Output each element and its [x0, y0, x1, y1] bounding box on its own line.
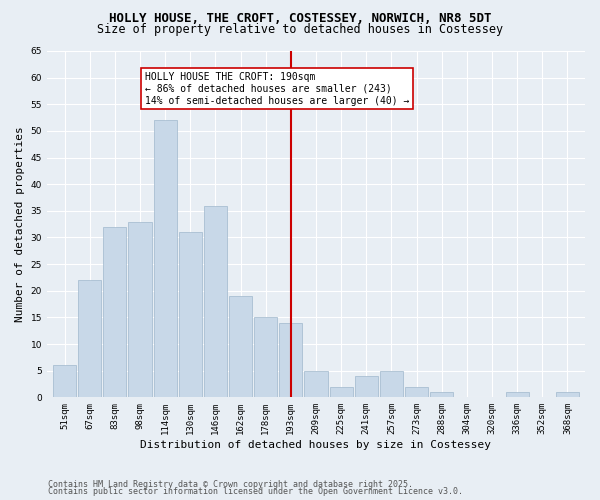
- Text: HOLLY HOUSE, THE CROFT, COSTESSEY, NORWICH, NR8 5DT: HOLLY HOUSE, THE CROFT, COSTESSEY, NORWI…: [109, 12, 491, 26]
- Bar: [355, 376, 378, 398]
- Bar: [128, 222, 152, 398]
- Text: Contains HM Land Registry data © Crown copyright and database right 2025.: Contains HM Land Registry data © Crown c…: [48, 480, 413, 489]
- X-axis label: Distribution of detached houses by size in Costessey: Distribution of detached houses by size …: [140, 440, 491, 450]
- Bar: [204, 206, 227, 398]
- Bar: [154, 120, 176, 398]
- Bar: [279, 322, 302, 398]
- Bar: [329, 386, 353, 398]
- Bar: [506, 392, 529, 398]
- Bar: [430, 392, 453, 398]
- Bar: [179, 232, 202, 398]
- Bar: [380, 370, 403, 398]
- Y-axis label: Number of detached properties: Number of detached properties: [15, 126, 25, 322]
- Bar: [556, 392, 579, 398]
- Bar: [405, 386, 428, 398]
- Bar: [304, 370, 328, 398]
- Bar: [254, 318, 277, 398]
- Bar: [229, 296, 252, 398]
- Text: HOLLY HOUSE THE CROFT: 190sqm
← 86% of detached houses are smaller (243)
14% of : HOLLY HOUSE THE CROFT: 190sqm ← 86% of d…: [145, 72, 409, 106]
- Bar: [53, 366, 76, 398]
- Bar: [78, 280, 101, 398]
- Text: Size of property relative to detached houses in Costessey: Size of property relative to detached ho…: [97, 22, 503, 36]
- Bar: [103, 227, 127, 398]
- Text: Contains public sector information licensed under the Open Government Licence v3: Contains public sector information licen…: [48, 488, 463, 496]
